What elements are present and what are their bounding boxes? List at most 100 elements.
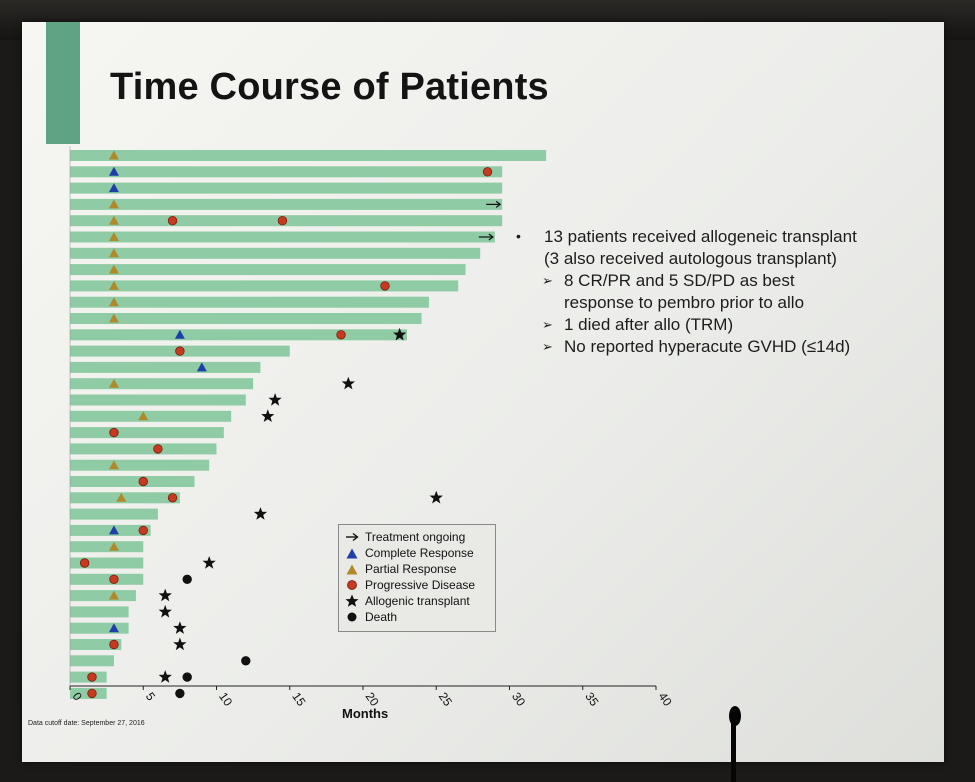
partial-response-marker (108, 248, 119, 258)
patient-bar (70, 622, 129, 634)
legend-label: Progressive Disease (365, 578, 476, 592)
x-tick-label: 25 (436, 690, 455, 709)
patient-bar (70, 524, 151, 536)
progressive-disease-marker (87, 672, 97, 682)
allogenic-transplant-marker (393, 327, 407, 341)
progressive-disease-marker (380, 281, 390, 291)
arrowhead-bullet-icon: ➢ (542, 317, 553, 332)
legend-item-complete-response: Complete Response (343, 545, 474, 561)
progressive-disease-marker (138, 476, 148, 487)
bullet-sub-text: response to pembro prior to allo (564, 293, 805, 312)
patient-bar (70, 150, 547, 161)
death-marker (175, 688, 185, 699)
treatment-ongoing-arrowhead (495, 200, 502, 208)
x-tick-label: 35 (582, 690, 601, 709)
chart-legend: Treatment ongoing Complete Response Part… (338, 524, 496, 632)
patient-bar (70, 459, 210, 471)
allogenic-transplant-marker (158, 604, 172, 618)
allogenic-transplant-marker (341, 376, 355, 390)
patient-bar (70, 590, 136, 602)
patient-bar (70, 476, 195, 487)
partial-response-marker (108, 541, 119, 551)
progressive-disease-marker (138, 525, 148, 536)
partial-response-marker (108, 215, 119, 225)
patient-bar (70, 639, 122, 650)
patient-bar (70, 508, 158, 520)
partial-response-marker (108, 150, 119, 160)
legend-label: Complete Response (365, 546, 474, 560)
x-tick-label: 40 (656, 690, 675, 709)
patient-bar (70, 247, 481, 259)
triangle-icon (343, 548, 361, 559)
circle-icon (343, 611, 361, 623)
complete-response-marker (108, 525, 119, 535)
progressive-disease-marker (87, 688, 97, 699)
partial-response-marker (108, 264, 119, 274)
patient-bar (70, 313, 422, 324)
x-axis-label: Months (342, 706, 389, 721)
allogenic-transplant-marker (158, 670, 172, 683)
bullet-sub-1: ➢ 8 CR/PR and 5 SD/PD as best response t… (516, 270, 936, 314)
death-marker (241, 656, 251, 666)
patient-bar (70, 264, 466, 276)
patient-bar (70, 655, 114, 667)
x-tick-label: 5 (143, 690, 158, 704)
allogenic-transplant-marker (268, 393, 282, 406)
patient-bar (70, 557, 144, 569)
progressive-disease-marker (109, 574, 119, 585)
patient-bar (70, 606, 129, 618)
treatment-ongoing-arrowhead (488, 233, 494, 241)
partial-response-marker (108, 232, 119, 241)
partial-response-marker (108, 378, 119, 388)
slide-accent-bar (46, 22, 80, 144)
patient-bar (70, 492, 180, 504)
arrowhead-bullet-icon: ➢ (542, 273, 553, 288)
swimmer-plot: 0 5 10 15 20 25 30 35 40 (69, 146, 675, 709)
arrowhead-bullet-icon: ➢ (542, 339, 553, 354)
slide: Time Course of Patients 0 5 10 15 20 25 30 35 40… (22, 22, 944, 762)
legend-item-partial-response: Partial Response (343, 561, 456, 577)
progressive-disease-marker (482, 167, 493, 177)
complete-response-marker (174, 329, 185, 339)
complete-response-marker (108, 623, 119, 633)
complete-response-marker (108, 183, 119, 193)
patient-bar (70, 166, 503, 178)
triangle-icon (343, 564, 361, 575)
patient-bar (70, 378, 254, 390)
progressive-disease-marker (109, 427, 119, 438)
progressive-disease-marker (153, 444, 163, 454)
complete-response-marker (196, 362, 207, 372)
data-cutoff-note: Data cutoff date: September 27, 2016 (28, 720, 145, 727)
legend-label: Allogenic transplant (365, 594, 470, 608)
bullet-main-text: 13 patients received allogeneic transpla… (544, 227, 857, 246)
patient-bar (70, 443, 217, 455)
patient-bar (70, 427, 224, 439)
progressive-disease-marker (167, 215, 178, 226)
death-marker (182, 574, 192, 585)
bullet-sub-text: No reported hyperacute GVHD (≤14d) (564, 337, 851, 356)
star-icon (343, 594, 361, 608)
bullet-main-subtext: (3 also received autologous transplant) (544, 249, 837, 268)
legend-label: Treatment ongoing (365, 530, 466, 544)
partial-response-marker (108, 199, 119, 209)
allogenic-transplant-marker (253, 507, 268, 520)
microphone-silhouette (729, 706, 741, 782)
death-marker (182, 672, 192, 682)
legend-item-death: Death (343, 609, 397, 625)
allogenic-transplant-marker (261, 409, 275, 422)
bullet-sub-text: 1 died after allo (TRM) (564, 315, 734, 334)
patient-bar (70, 231, 495, 243)
patient-bar (70, 361, 261, 373)
partial-response-marker (108, 297, 119, 307)
legend-item-allogenic-transplant: Allogenic transplant (343, 593, 470, 609)
allogenic-transplant-marker (202, 556, 216, 569)
partial-response-marker (108, 280, 119, 290)
progressive-disease-marker (277, 215, 288, 226)
partial-response-marker (116, 492, 127, 502)
bullet-sub-3: ➢ No reported hyperacute GVHD (≤14d) (516, 336, 936, 358)
legend-label: Partial Response (365, 562, 457, 576)
progressive-disease-marker (175, 346, 185, 356)
patient-bar (70, 182, 503, 194)
legend-item-progressive-disease: Progressive Disease (343, 577, 475, 593)
progressive-disease-marker (109, 639, 119, 650)
